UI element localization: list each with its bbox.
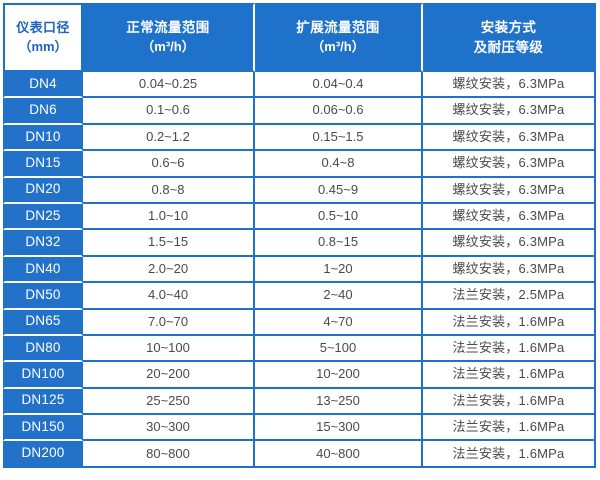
column-header-installation: 安装方式 及耐压等级 — [423, 3, 596, 72]
header-row: 仪表口径 （mm） 正常流量范围 （m³/h） 扩展流量范围 （m³/h） 安装… — [3, 3, 596, 72]
cell-installation: 法兰安装，1.6MPa — [423, 309, 596, 336]
cell-diameter: DN20 — [3, 177, 83, 204]
table-row: DN10 0.2~1.2 0.15~1.5 螺纹安装，6.3MPa — [3, 124, 596, 152]
cell-installation: 法兰安装，1.6MPa — [423, 335, 596, 363]
table-row: DN80 10~100 5~100 法兰安装，1.6MPa — [3, 335, 596, 363]
column-header-installation-subtitle: 及耐压等级 — [473, 39, 544, 55]
column-header-extended-flow-unit: （m³/h） — [311, 38, 365, 54]
cell-extended-flow: 13~250 — [255, 388, 423, 416]
cell-diameter: DN65 — [3, 309, 83, 336]
cell-installation: 螺纹安装，6.3MPa — [423, 256, 596, 284]
cell-installation: 螺纹安装，6.3MPa — [423, 177, 596, 204]
cell-normal-flow: 0.1~0.6 — [83, 98, 255, 125]
table-row: DN65 7.0~70 4~70 法兰安装，1.6MPa — [3, 309, 596, 336]
cell-diameter: DN125 — [3, 388, 83, 416]
column-header-diameter-title: 仪表口径 — [16, 19, 70, 35]
table-row: DN6 0.1~0.6 0.06~0.6 螺纹安装，6.3MPa — [3, 98, 596, 125]
cell-normal-flow: 10~100 — [83, 335, 255, 363]
table-row: DN25 1.0~10 0.5~10 螺纹安装，6.3MPa — [3, 203, 596, 231]
cell-normal-flow: 1.5~15 — [83, 230, 255, 257]
cell-diameter: DN10 — [3, 124, 83, 152]
cell-extended-flow: 0.45~9 — [255, 177, 423, 204]
table-body: DN4 0.04~0.25 0.04~0.4 螺纹安装，6.3MPa DN6 0.1~0.… — [3, 72, 596, 468]
table-row: DN40 2.0~20 1~20 螺纹安装，6.3MPa — [3, 256, 596, 284]
cell-extended-flow: 0.04~0.4 — [255, 72, 423, 99]
cell-diameter: DN32 — [3, 230, 83, 257]
cell-installation: 法兰安装，1.6MPa — [423, 362, 596, 389]
column-header-normal-flow: 正常流量范围 （m³/h） — [83, 3, 255, 72]
cell-installation: 法兰安装，2.5MPa — [423, 283, 596, 310]
table-row: DN150 30~300 15~300 法兰安装，1.6MPa — [3, 415, 596, 442]
cell-extended-flow: 0.15~1.5 — [255, 124, 423, 152]
cell-extended-flow: 0.4~8 — [255, 151, 423, 178]
table-row: DN32 1.5~15 0.8~15 螺纹安装，6.3MPa — [3, 230, 596, 257]
cell-normal-flow: 0.6~6 — [83, 151, 255, 178]
cell-installation: 螺纹安装，6.3MPa — [423, 203, 596, 231]
cell-installation: 螺纹安装，6.3MPa — [423, 151, 596, 178]
cell-normal-flow: 0.2~1.2 — [83, 124, 255, 152]
column-header-diameter: 仪表口径 （mm） — [3, 3, 83, 72]
table-row: DN100 20~200 10~200 法兰安装，1.6MPa — [3, 362, 596, 389]
cell-diameter: DN4 — [3, 72, 83, 99]
cell-installation: 螺纹安装，6.3MPa — [423, 230, 596, 257]
cell-normal-flow: 30~300 — [83, 415, 255, 442]
column-header-extended-flow-title: 扩展流量范围 — [296, 20, 380, 36]
cell-normal-flow: 4.0~40 — [83, 283, 255, 310]
cell-extended-flow: 4~70 — [255, 309, 423, 336]
cell-diameter: DN25 — [3, 203, 83, 231]
cell-extended-flow: 15~300 — [255, 415, 423, 442]
cell-installation: 螺纹安装，6.3MPa — [423, 124, 596, 152]
cell-installation: 法兰安装，1.6MPa — [423, 388, 596, 416]
cell-diameter: DN200 — [3, 441, 83, 468]
table-row: DN4 0.04~0.25 0.04~0.4 螺纹安装，6.3MPa — [3, 72, 596, 99]
cell-extended-flow: 40~800 — [255, 441, 423, 468]
table-row: DN15 0.6~6 0.4~8 螺纹安装，6.3MPa — [3, 151, 596, 178]
cell-diameter: DN80 — [3, 335, 83, 363]
cell-normal-flow: 1.0~10 — [83, 203, 255, 231]
cell-normal-flow: 20~200 — [83, 362, 255, 389]
cell-normal-flow: 2.0~20 — [83, 256, 255, 284]
column-header-normal-flow-title: 正常流量范围 — [126, 20, 210, 36]
cell-normal-flow: 7.0~70 — [83, 309, 255, 336]
cell-diameter: DN40 — [3, 256, 83, 284]
cell-normal-flow: 0.04~0.25 — [83, 72, 255, 99]
cell-diameter: DN100 — [3, 362, 83, 389]
cell-normal-flow: 80~800 — [83, 441, 255, 468]
cell-normal-flow: 25~250 — [83, 388, 255, 416]
cell-installation: 法兰安装，1.6MPa — [423, 441, 596, 468]
table-row: DN20 0.8~8 0.45~9 螺纹安装，6.3MPa — [3, 177, 596, 204]
cell-installation: 螺纹安装，6.3MPa — [423, 72, 596, 99]
cell-extended-flow: 0.06~0.6 — [255, 98, 423, 125]
cell-extended-flow: 0.8~15 — [255, 230, 423, 257]
cell-installation: 法兰安装，1.6MPa — [423, 415, 596, 442]
cell-diameter: DN6 — [3, 98, 83, 125]
column-header-normal-flow-unit: （m³/h） — [141, 38, 195, 54]
cell-normal-flow: 0.8~8 — [83, 177, 255, 204]
cell-extended-flow: 5~100 — [255, 335, 423, 363]
cell-extended-flow: 0.5~10 — [255, 203, 423, 231]
column-header-installation-title: 安装方式 — [480, 19, 537, 35]
flow-meter-spec-table: 仪表口径 （mm） 正常流量范围 （m³/h） 扩展流量范围 （m³/h） 安装… — [3, 3, 596, 468]
table-header: 仪表口径 （mm） 正常流量范围 （m³/h） 扩展流量范围 （m³/h） 安装… — [3, 3, 596, 72]
cell-diameter: DN150 — [3, 415, 83, 442]
cell-extended-flow: 1~20 — [255, 256, 423, 284]
cell-installation: 螺纹安装，6.3MPa — [423, 98, 596, 125]
table-row: DN200 80~800 40~800 法兰安装，1.6MPa — [3, 441, 596, 468]
cell-diameter: DN50 — [3, 283, 83, 310]
table-row: DN125 25~250 13~250 法兰安装，1.6MPa — [3, 388, 596, 416]
column-header-diameter-unit: （mm） — [18, 38, 68, 54]
table-row: DN50 4.0~40 2~40 法兰安装，2.5MPa — [3, 283, 596, 310]
cell-extended-flow: 2~40 — [255, 283, 423, 310]
cell-extended-flow: 10~200 — [255, 362, 423, 389]
cell-diameter: DN15 — [3, 151, 83, 178]
column-header-extended-flow: 扩展流量范围 （m³/h） — [255, 3, 423, 72]
